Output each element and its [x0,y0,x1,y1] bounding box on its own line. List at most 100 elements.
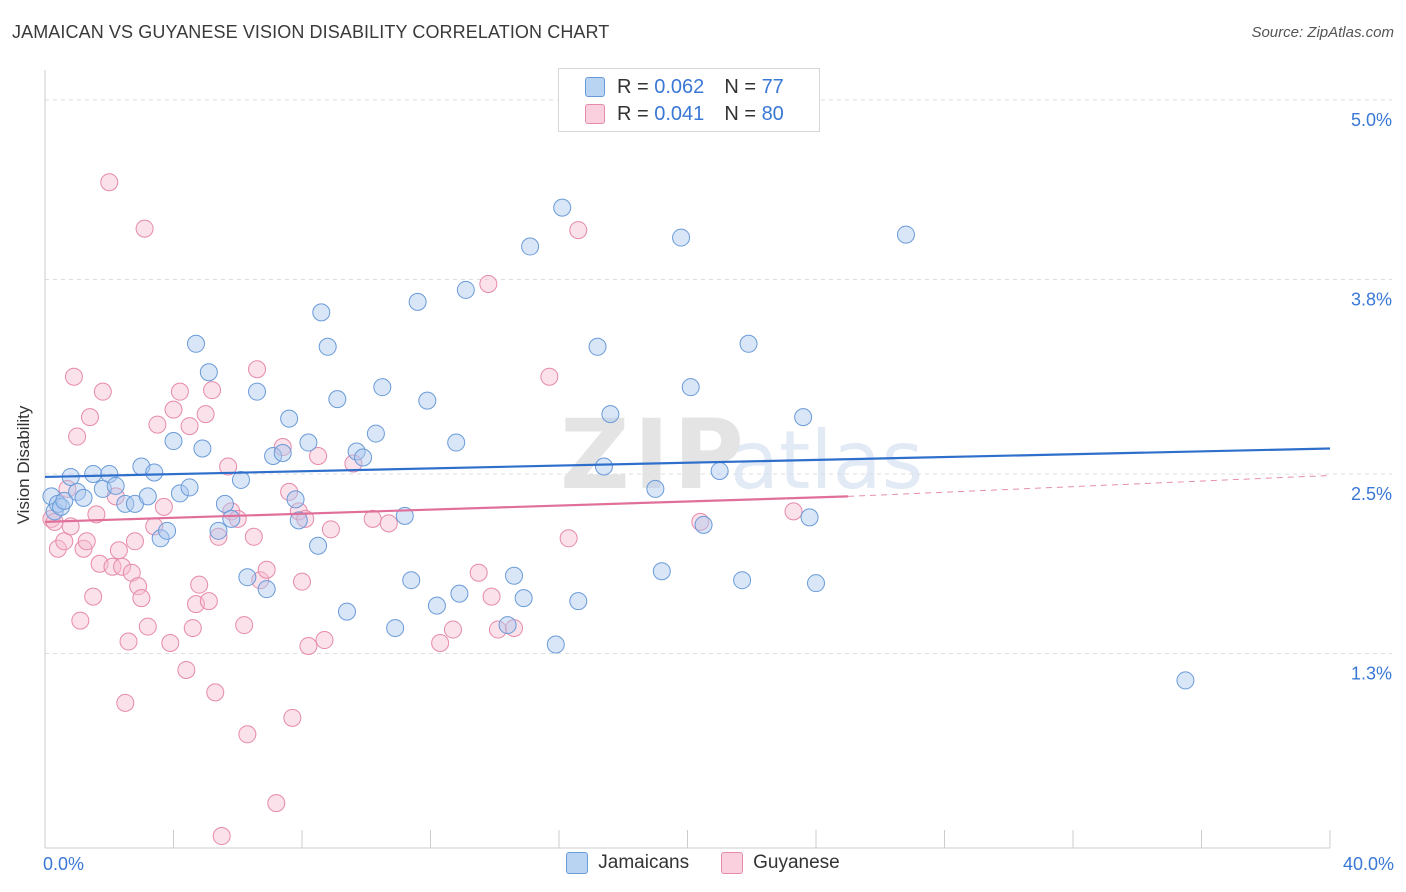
data-point-jamaican [318,337,337,356]
r-label: R = [617,75,649,98]
data-point-jamaican [193,439,212,458]
data-point-jamaican [681,378,700,397]
data-point-guyanese [80,408,99,427]
data-point-guyanese [443,620,462,639]
data-point-guyanese [129,577,148,596]
data-point-jamaican [215,494,234,513]
data-point-guyanese [180,417,199,436]
data-point-jamaican [84,464,103,483]
data-point-jamaican [100,464,119,483]
data-point-jamaican [646,479,665,498]
data-point-jamaican [180,478,199,497]
data-point-guyanese [84,587,103,606]
r-label: R = [617,102,649,125]
data-point-guyanese [235,616,254,635]
series-legend: Jamaicans Guyanese [0,852,1406,874]
data-point-jamaican [588,337,607,356]
n-label: N = [724,102,756,125]
data-point-jamaican [733,571,752,590]
tick-labels: 1.3% 2.5% 3.8% 5.0% 0.0% 40.0% [43,110,1394,874]
data-point-jamaican [52,497,71,516]
data-point-jamaican [402,571,421,590]
data-point-jamaican [328,390,347,409]
data-point-jamaican [186,334,205,353]
guyanese-label: Guyanese [753,852,840,873]
jamaicans-label: Jamaicans [598,852,690,873]
data-point-guyanese [479,274,498,293]
data-point-jamaican [739,334,758,353]
legend-row-guyanese: R = 0.041 N = 80 [585,101,784,127]
data-point-guyanese [267,794,286,813]
data-point-guyanese [138,617,157,636]
chart-title: JAMAICAN VS GUYANESE VISION DISABILITY C… [12,22,610,42]
data-point-jamaican [273,444,292,463]
gridlines [45,99,1392,654]
data-point-guyanese [206,683,225,702]
data-point-jamaican [594,457,613,476]
data-point-guyanese [283,708,302,727]
data-point-jamaican [427,596,446,615]
data-point-jamaican [312,303,331,322]
trend-line-jamaican [44,447,1331,479]
x-tick-label: 40.0% [1343,854,1394,874]
data-point-jamaican [447,433,466,452]
data-point-guyanese [196,405,215,424]
data-point-guyanese [77,532,96,551]
data-point-guyanese [293,572,311,591]
data-point-guyanese [315,631,334,650]
data-point-guyanese [321,520,340,539]
data-point-guyanese [469,563,488,582]
data-point-guyanese [431,634,450,653]
data-point-jamaican [553,198,572,217]
data-point-jamaican [257,580,276,599]
data-point-guyanese [569,221,588,240]
data-point-guyanese [116,693,135,712]
data-point-guyanese [379,514,398,533]
data-point-jamaican [199,363,218,382]
jamaicans-swatch [566,852,589,874]
data-point-guyanese [100,173,119,192]
r-value: 0.062 [654,75,705,98]
data-point-jamaican [807,574,825,593]
legend-item-guyanese: Guyanese [721,852,840,874]
data-point-guyanese [87,505,106,524]
data-point-guyanese [58,479,77,498]
y-tick-label: 1.3% [1351,664,1392,684]
data-point-jamaican [170,484,189,503]
data-point-jamaican [238,568,257,587]
data-point-jamaican [138,487,157,506]
data-point-guyanese [344,454,363,473]
trend-line-guyanese-extrapolated [848,474,1331,497]
data-point-guyanese [190,575,209,594]
data-point-jamaican [280,409,299,428]
data-point-jamaican [694,515,713,534]
data-point-guyanese [209,527,228,546]
data-point-jamaican [286,490,305,509]
data-point-guyanese [125,532,144,551]
data-point-jamaican [896,225,915,244]
trend-line-guyanese [44,495,849,523]
data-point-jamaican [309,536,328,555]
data-point-jamaican [158,521,177,540]
data-point-guyanese [164,400,183,419]
data-point-guyanese [273,438,292,457]
data-point-guyanese [177,660,196,679]
watermark-zip: ZIP [560,399,748,511]
data-point-jamaican [800,508,819,527]
data-point-jamaican [231,470,250,489]
x-tick-label: 0.0% [43,854,84,874]
data-point-jamaican [55,491,74,510]
trend-lines [44,447,1331,523]
data-point-jamaican [710,461,729,480]
n-label: N = [724,75,756,98]
y-tick-label: 3.8% [1351,289,1392,309]
data-point-guyanese [248,360,267,379]
data-point-guyanese [363,509,382,528]
data-point-jamaican [222,509,241,528]
data-point-jamaican [373,378,392,397]
data-point-guyanese [199,592,218,611]
guyanese-points [42,173,803,846]
data-point-guyanese [64,367,83,386]
data-point-guyanese [691,512,710,531]
